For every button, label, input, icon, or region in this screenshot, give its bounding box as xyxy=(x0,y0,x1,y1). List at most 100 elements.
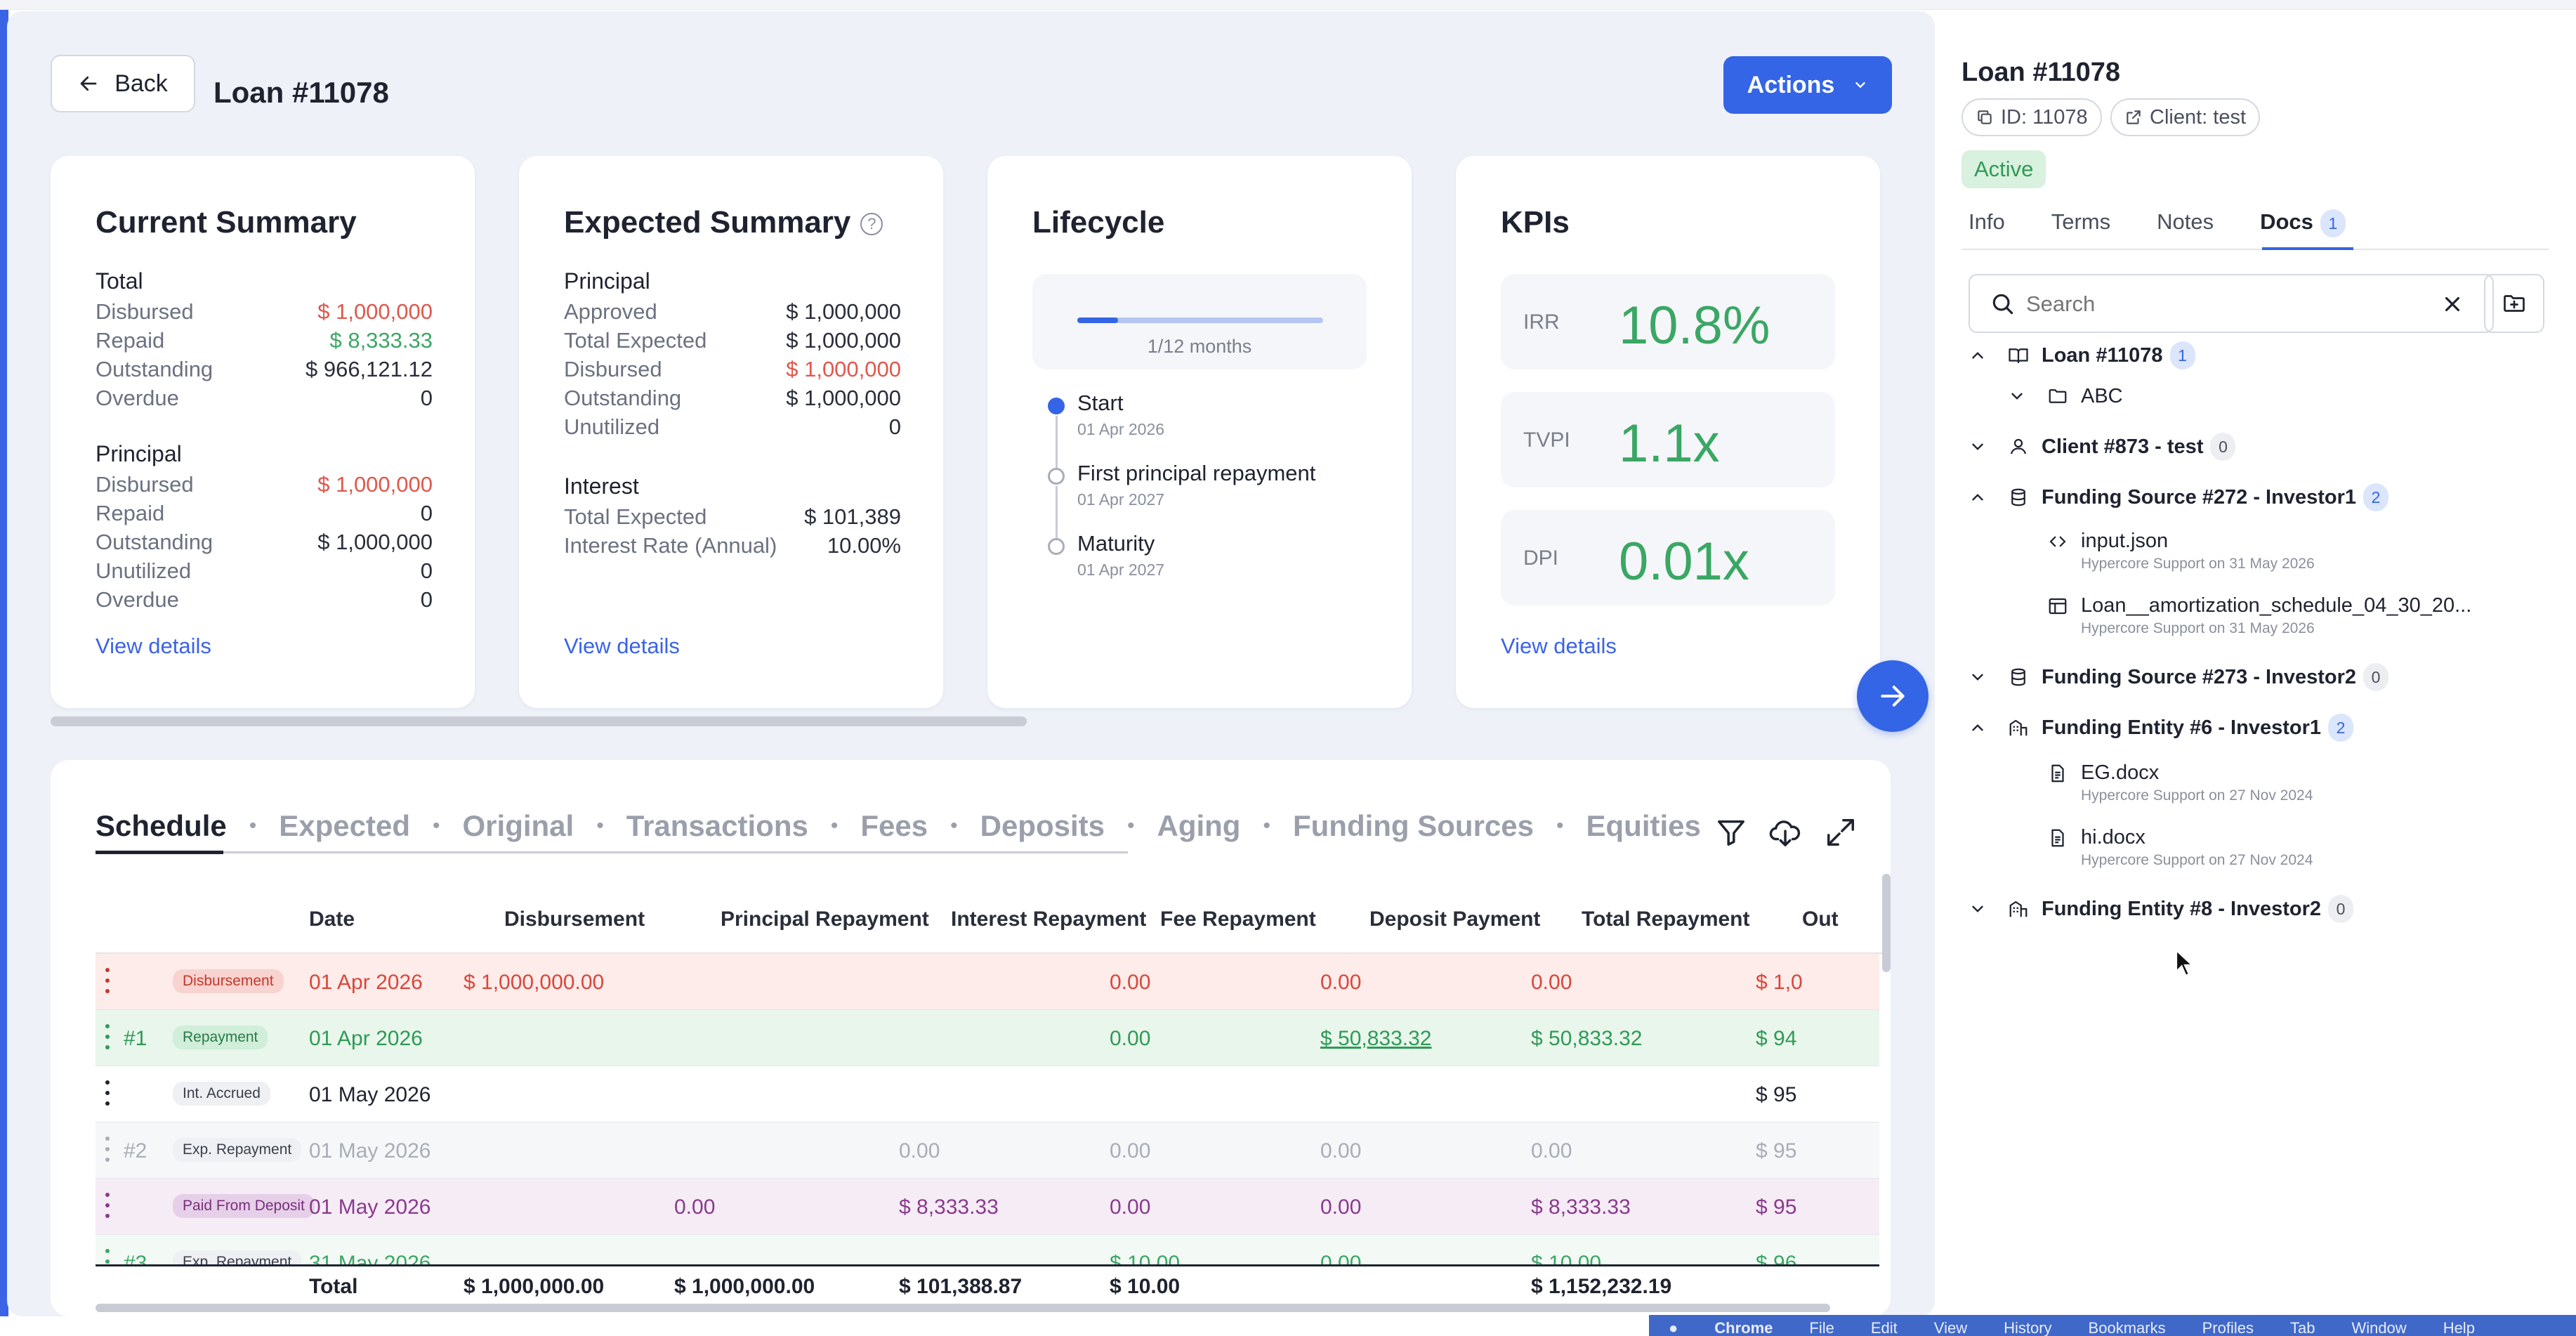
tree-node[interactable]: ABC xyxy=(2008,376,2123,416)
filter-icon[interactable] xyxy=(1715,816,1747,849)
tree-node[interactable]: Funding Entity #8 - Investor2 0 xyxy=(1969,889,2353,929)
menu-view[interactable]: View xyxy=(1933,1319,1968,1336)
tab-equities[interactable]: Equities xyxy=(1586,809,1701,842)
cards-horizontal-scrollbar[interactable] xyxy=(51,716,1027,726)
tree-node[interactable]: Loan #11078 1 xyxy=(1969,336,2195,375)
column-header[interactable]: Total Repayment xyxy=(1582,908,1750,931)
tab-expected[interactable]: Expected xyxy=(279,809,410,842)
cell-deposit: 0.00 xyxy=(1320,1252,1362,1266)
file-item[interactable]: input.json Hypercore Support on 31 May 20… xyxy=(2047,530,2315,572)
view-details-link[interactable]: View details xyxy=(564,634,680,658)
document-icon xyxy=(2047,827,2068,849)
table-horizontal-scrollbar[interactable] xyxy=(96,1304,1830,1312)
menu-history[interactable]: History xyxy=(2004,1319,2052,1336)
cell-interest: $ 8,333.33 xyxy=(899,1196,999,1219)
column-header[interactable]: Principal Repayment xyxy=(721,908,929,931)
lifecycle-progress-box: 1/12 months xyxy=(1032,274,1367,369)
menu-edit[interactable]: Edit xyxy=(1870,1319,1898,1336)
scroll-next-button[interactable] xyxy=(1857,660,1928,732)
row-menu-icon[interactable] xyxy=(105,1080,110,1106)
cloud-download-icon[interactable] xyxy=(1768,816,1803,849)
chevron-down-icon[interactable] xyxy=(1969,438,1987,456)
client-chip[interactable]: Client: test xyxy=(2110,98,2260,136)
tab-notes[interactable]: Notes xyxy=(2157,209,2214,237)
close-icon[interactable] xyxy=(2440,292,2464,316)
side-title: Loan #11078 xyxy=(1961,58,2121,87)
column-header[interactable]: Interest Repayment xyxy=(951,908,1147,931)
file-name: Loan__amortization_schedule_04_30_20... xyxy=(2081,594,2472,617)
active-tab-indicator xyxy=(2262,247,2353,250)
chevron-up-icon[interactable] xyxy=(1969,719,1987,737)
tab-terms[interactable]: Terms xyxy=(2051,209,2110,237)
tab-aging[interactable]: Aging xyxy=(1157,809,1241,842)
cell-deposit[interactable]: $ 50,833.32 xyxy=(1320,1027,1432,1050)
menu-window[interactable]: Window xyxy=(2351,1319,2407,1336)
row-menu-icon[interactable] xyxy=(105,1193,110,1218)
chevron-down-icon[interactable] xyxy=(1969,900,1987,918)
column-header[interactable]: Deposit Payment xyxy=(1369,908,1541,931)
view-details-link[interactable]: View details xyxy=(96,634,211,658)
row-menu-icon[interactable] xyxy=(105,1137,110,1162)
tab-funding-sources[interactable]: Funding Sources xyxy=(1292,809,1534,842)
column-header[interactable]: Out xyxy=(1802,908,1839,931)
tree-node[interactable]: Funding Source #272 - Investor1 2 xyxy=(1969,478,2388,517)
chevron-up-icon[interactable] xyxy=(1969,488,1987,506)
search-input[interactable] xyxy=(2026,288,2419,320)
table-vertical-scrollbar[interactable] xyxy=(1882,874,1891,972)
summary-label: Total Expected xyxy=(564,328,707,353)
summary-value: 0 xyxy=(420,558,433,583)
help-circle-icon[interactable]: ? xyxy=(860,213,883,236)
menu-profiles[interactable]: Profiles xyxy=(2202,1319,2254,1336)
chevron-down-icon[interactable] xyxy=(2008,387,2026,405)
database-icon xyxy=(2008,667,2029,688)
view-details-link[interactable]: View details xyxy=(1501,634,1617,658)
tree-node[interactable]: Client #873 - test 0 xyxy=(1969,427,2236,466)
tab-schedule[interactable]: Schedule xyxy=(96,809,227,842)
expand-icon[interactable] xyxy=(1825,816,1857,849)
back-label: Back xyxy=(114,70,168,97)
chevron-down-icon xyxy=(1853,77,1868,93)
tab-info[interactable]: Info xyxy=(1969,209,2005,237)
folder-icon xyxy=(2047,386,2068,407)
timeline-title: Maturity xyxy=(1077,531,1155,556)
file-item[interactable]: hi.docx Hypercore Support on 27 Nov 2024 xyxy=(2047,826,2313,869)
tab-docs[interactable]: Docs 1 xyxy=(2260,209,2346,237)
row-menu-icon[interactable] xyxy=(105,1024,110,1049)
tab-deposits[interactable]: Deposits xyxy=(980,809,1105,842)
cell-date: 01 May 2026 xyxy=(309,1196,431,1219)
tab-original[interactable]: Original xyxy=(462,809,574,842)
tree-node[interactable]: Funding Source #273 - Investor2 0 xyxy=(1969,657,2388,697)
tree-count-badge: 2 xyxy=(2328,714,2353,742)
menu-tab[interactable]: Tab xyxy=(2289,1319,2315,1336)
column-header[interactable]: Date xyxy=(309,908,355,931)
id-chip[interactable]: ID: 11078 xyxy=(1961,98,2102,136)
building-icon xyxy=(2008,717,2029,738)
column-header[interactable]: Disbursement xyxy=(504,908,645,931)
tree-node[interactable]: Funding Entity #6 - Investor1 2 xyxy=(1969,708,2353,747)
new-folder-button[interactable] xyxy=(2484,274,2544,333)
menu-chrome[interactable]: Chrome xyxy=(1714,1319,1773,1336)
summary-row: Outstanding $ 966,121.12 xyxy=(96,357,433,385)
actions-button[interactable]: Actions xyxy=(1723,56,1892,114)
row-number: #1 xyxy=(124,1027,147,1050)
kpi-value: 10.8% xyxy=(1619,296,1770,355)
file-item[interactable]: EG.docx Hypercore Support on 27 Nov 2024 xyxy=(2047,761,2313,804)
menu-file[interactable]: File xyxy=(1809,1319,1834,1336)
column-header[interactable]: Fee Repayment xyxy=(1160,908,1316,931)
card-title: Current Summary xyxy=(96,205,357,240)
back-button[interactable]: Back xyxy=(51,55,195,112)
apple-icon[interactable]: ● xyxy=(1669,1319,1678,1336)
tab-fees[interactable]: Fees xyxy=(860,809,928,842)
menu-bookmarks[interactable]: Bookmarks xyxy=(2088,1319,2166,1336)
row-menu-icon[interactable] xyxy=(105,1249,110,1266)
schedule-toolbar xyxy=(1715,816,1857,849)
file-meta: Hypercore Support on 31 May 2026 xyxy=(2081,620,2315,636)
menu-help[interactable]: Help xyxy=(2443,1319,2475,1336)
chevron-up-icon[interactable] xyxy=(1969,346,1987,365)
timeline-title: First principal repayment xyxy=(1077,461,1316,485)
row-menu-icon[interactable] xyxy=(105,968,110,993)
section-title: Principal xyxy=(564,268,650,294)
chevron-down-icon[interactable] xyxy=(1969,668,1987,686)
file-item[interactable]: Loan__amortization_schedule_04_30_20... H… xyxy=(2047,594,2471,637)
tab-transactions[interactable]: Transactions xyxy=(626,809,808,842)
